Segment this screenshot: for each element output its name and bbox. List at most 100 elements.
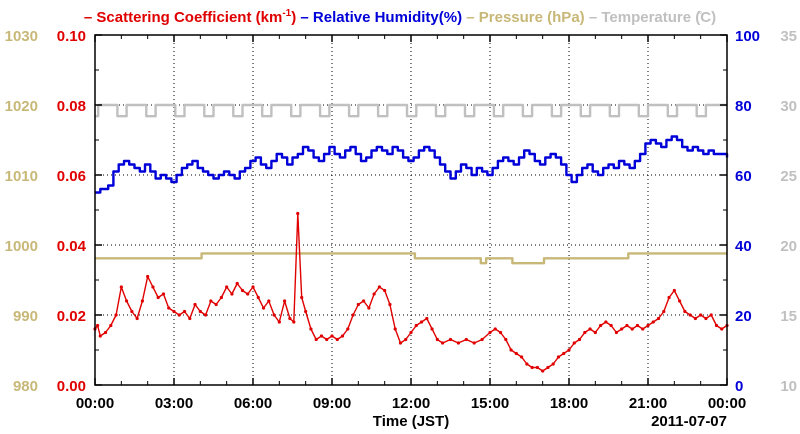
temperature-tick-label: 25 [780, 168, 797, 185]
temperature-tick-label: 20 [780, 238, 797, 255]
x-axis-label: Time (JST) [373, 413, 449, 430]
scattering-tick-label: 0.04 [57, 238, 87, 255]
scattering-point [261, 306, 266, 310]
scattering-point [172, 309, 176, 314]
scattering-point [204, 313, 208, 317]
x-tick-label: 18:00 [550, 395, 588, 412]
scattering-point [419, 320, 424, 324]
scattering-point [319, 334, 324, 338]
series-layer [93, 103, 729, 373]
date-label: 2011-07-07 [651, 413, 727, 430]
scattering-point [140, 299, 144, 303]
scattering-point [556, 355, 561, 359]
scattering-point [530, 365, 534, 370]
scattering-point [188, 316, 192, 321]
scattering-point [346, 327, 350, 331]
humidity-tick-label: 100 [735, 28, 760, 45]
temperature-tick-label: 15 [780, 308, 797, 325]
scattering-point [114, 313, 118, 317]
scattering-point [246, 292, 250, 296]
scattering-point [277, 320, 281, 324]
scattering-point [699, 313, 703, 317]
pressure-tick-label: 1030 [5, 28, 38, 45]
scattering-point [520, 355, 524, 359]
x-tick-label: 12:00 [392, 395, 430, 412]
scattering-point [593, 330, 597, 335]
scattering-point [583, 330, 587, 335]
scattering-point [335, 337, 339, 342]
scattering-point [356, 302, 360, 307]
scattering-point [546, 365, 550, 370]
scattering-point [464, 337, 468, 342]
scattering-point [525, 362, 529, 366]
scattering-tick-label: 0.06 [57, 168, 86, 185]
scattering-point [292, 320, 296, 324]
scattering-point [161, 292, 166, 296]
scattering-point [488, 330, 492, 335]
x-tick-label: 03:00 [155, 395, 193, 412]
temperature-axis: 10 15 20 25 30 35 [780, 28, 797, 395]
scattering-point [225, 285, 229, 289]
pressure-tick-label: 990 [13, 308, 38, 325]
scattering-point [551, 362, 555, 366]
scattering-point [441, 341, 445, 345]
scattering-point [456, 341, 460, 345]
scattering-point [656, 316, 661, 321]
x-tick-label: 09:00 [313, 395, 351, 412]
scattering-point [388, 302, 392, 307]
scattering-point [641, 327, 645, 331]
scattering-point [667, 295, 671, 300]
scattering-point [448, 337, 453, 342]
scattering-point [288, 316, 292, 321]
pressure-tick-label: 980 [13, 378, 38, 395]
scattering-point [182, 309, 187, 314]
humidity-axis: 0 20 40 60 80 100 [720, 28, 760, 395]
scattering-point [588, 327, 592, 331]
scattering-point [209, 299, 213, 303]
scattering-point [283, 299, 287, 303]
x-tick-label: 15:00 [471, 395, 509, 412]
scattering-point [351, 313, 355, 317]
scattering-tick-label: 0.10 [57, 28, 86, 45]
scattering-point [572, 341, 576, 345]
x-tick-label: 00:00 [76, 395, 114, 412]
scattering-point [304, 309, 308, 314]
time-axis: 00:00 03:00 06:00 09:00 12:00 15:00 18:00 21:00… [76, 35, 746, 412]
chart-legend: – Scattering Coefficient (km-1) – Relati… [84, 8, 716, 26]
series-line-pressure [95, 252, 727, 265]
scattering-point [135, 316, 139, 321]
scattering-point [103, 330, 108, 335]
pressure-tick-label: 1010 [5, 168, 38, 185]
temperature-tick-label: 35 [780, 28, 797, 45]
scattering-point [404, 337, 408, 342]
scattering-point [393, 327, 397, 331]
scattering-point [635, 323, 640, 328]
scattering-point [472, 341, 476, 345]
scattering-axis: 0.00 0.02 0.04 0.06 0.08 0.10 [57, 28, 102, 395]
scattering-tick-label: 0.08 [57, 98, 86, 115]
scattering-point [709, 313, 713, 317]
scattering-point [577, 337, 582, 342]
scattering-point [693, 316, 698, 321]
scattering-point [156, 295, 160, 300]
scattering-point [193, 302, 197, 307]
scattering-point [256, 295, 260, 300]
scattering-point [430, 327, 434, 331]
humidity-tick-label: 80 [735, 98, 752, 115]
scattering-point [272, 313, 276, 317]
pressure-axis: 980 990 1000 1010 1020 1030 [5, 28, 38, 395]
scattering-point [504, 337, 508, 342]
scattering-point [562, 351, 566, 356]
scattering-point [651, 320, 655, 324]
scattering-point [119, 285, 123, 289]
scattering-point [683, 309, 687, 314]
scattering-point [646, 323, 650, 328]
legend-item: – Temperature (̊C) [585, 9, 716, 26]
scattering-point [372, 292, 376, 296]
scattering-point [377, 285, 381, 289]
scattering-point [146, 274, 150, 279]
scattering-point [309, 327, 313, 331]
scattering-point [704, 316, 708, 321]
scattering-point [672, 288, 676, 293]
